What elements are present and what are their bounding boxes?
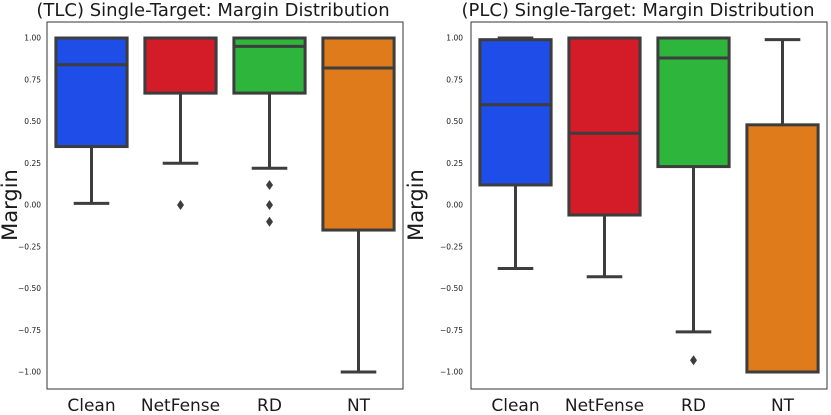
box-marks bbox=[480, 38, 818, 372]
box-nt bbox=[747, 125, 818, 372]
outlier-point bbox=[266, 180, 273, 190]
y-tick-label: −0.25 bbox=[440, 242, 463, 251]
box-clean bbox=[56, 38, 127, 147]
outlier-point bbox=[266, 200, 273, 210]
x-tick-label: NetFense bbox=[565, 396, 644, 415]
x-tick-label: Clean bbox=[491, 396, 539, 415]
y-tick-label: −0.75 bbox=[18, 326, 41, 335]
y-tick-label: 0.75 bbox=[24, 75, 41, 84]
box-clean bbox=[480, 40, 551, 185]
outlier-point bbox=[266, 217, 273, 227]
y-tick-label: 0.50 bbox=[24, 117, 41, 126]
box-netfense bbox=[145, 38, 216, 93]
y-tick-label: −0.50 bbox=[18, 284, 41, 293]
chart-title: (TLC) Single-Target: Margin Distribution bbox=[36, 0, 389, 21]
x-tick-label: NT bbox=[347, 396, 371, 415]
y-tick-label: 0.00 bbox=[446, 201, 463, 210]
panel-tlc: (TLC) Single-Target: Margin Distribution… bbox=[0, 0, 403, 415]
y-tick-label: −1.00 bbox=[440, 368, 463, 377]
box-marks bbox=[56, 38, 394, 372]
y-tick-label: −0.75 bbox=[440, 326, 463, 335]
y-tick-label: 1.00 bbox=[446, 34, 463, 43]
y-tick-label: −0.50 bbox=[440, 284, 463, 293]
x-tick-label: NetFense bbox=[141, 396, 220, 415]
x-tick-labels: Clean NetFense RD NT bbox=[67, 396, 370, 415]
y-tick-label: 0.00 bbox=[24, 201, 41, 210]
y-tick-label: 1.00 bbox=[24, 34, 41, 43]
y-tick-labels: 1.00 0.75 0.50 0.25 0.00 −0.25 −0.50 −0.75 −1.00 bbox=[440, 34, 463, 377]
outlier-point bbox=[177, 200, 184, 210]
x-tick-label: RD bbox=[257, 396, 282, 415]
y-tick-label: 0.25 bbox=[446, 159, 463, 168]
x-tick-labels: Clean NetFense RD NT bbox=[491, 396, 794, 415]
x-tick-label: NT bbox=[771, 396, 795, 415]
outlier-point bbox=[690, 355, 697, 365]
y-tick-label: 0.50 bbox=[446, 117, 463, 126]
y-tick-label: −1.00 bbox=[18, 368, 41, 377]
y-tick-label: −0.25 bbox=[18, 242, 41, 251]
chart-title: (PLC) Single-Target: Margin Distribution bbox=[461, 0, 814, 21]
box-netfense bbox=[569, 38, 640, 215]
y-axis-label: Margin bbox=[0, 169, 22, 241]
x-tick-label: Clean bbox=[67, 396, 115, 415]
y-axis-label: Margin bbox=[404, 169, 428, 241]
figure: (TLC) Single-Target: Margin Distribution… bbox=[0, 0, 831, 415]
y-tick-label: 0.25 bbox=[24, 159, 41, 168]
panel-plc: (PLC) Single-Target: Margin Distribution… bbox=[404, 0, 827, 415]
x-tick-label: RD bbox=[681, 396, 706, 415]
y-tick-label: 0.75 bbox=[446, 75, 463, 84]
